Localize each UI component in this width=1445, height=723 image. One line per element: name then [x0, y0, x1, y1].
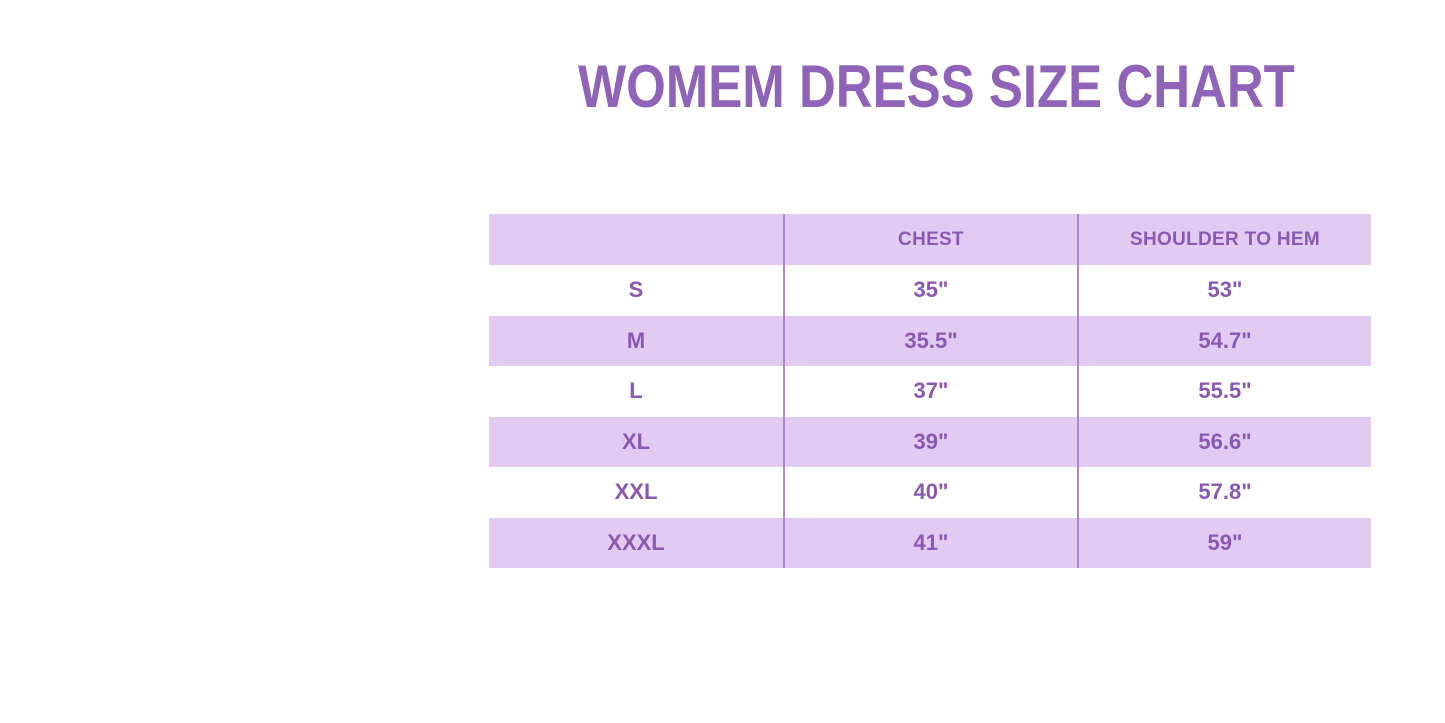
size-chart-table: CHEST SHOULDER TO HEM S 35" 53" M 35.5" …: [489, 214, 1371, 568]
table-row: M 35.5" 54.7": [489, 315, 1371, 366]
chest-cell: 41": [783, 517, 1077, 568]
chest-cell: 37": [783, 366, 1077, 417]
header-cell-chest: CHEST: [783, 214, 1077, 265]
size-cell: L: [629, 378, 643, 404]
table-row: L 37" 55.5": [489, 366, 1371, 417]
table-row: S 35" 53": [489, 265, 1371, 316]
chest-cell: 40": [783, 467, 1077, 518]
page-title: WOMEM DRESS SIZE CHART: [578, 53, 1295, 120]
table-row: XXL 40" 57.8": [489, 467, 1371, 518]
table-header-row: CHEST SHOULDER TO HEM: [489, 214, 1371, 265]
table-body: S 35" 53" M 35.5" 54.7" L 37" 55.5" XL 3…: [489, 265, 1371, 568]
chest-cell: 35.5": [783, 315, 1077, 366]
shoulder-to-hem-cell: 53": [1077, 265, 1371, 316]
shoulder-to-hem-cell: 55.5": [1077, 366, 1371, 417]
size-cell: XXL: [614, 479, 658, 505]
size-cell: M: [626, 327, 646, 353]
shoulder-to-hem-cell: 54.7": [1077, 315, 1371, 366]
table-row: XL 39" 56.6": [489, 416, 1371, 467]
shoulder-to-hem-cell: 56.6": [1077, 416, 1371, 467]
size-cell: XXXL: [607, 529, 665, 555]
chest-cell: 35": [783, 265, 1077, 316]
size-cell: XL: [621, 428, 651, 454]
shoulder-to-hem-cell: 57.8": [1077, 467, 1371, 518]
shoulder-to-hem-cell: 59": [1077, 517, 1371, 568]
header-cell-size: [489, 214, 783, 265]
header-cell-shoulder-to-hem: SHOULDER TO HEM: [1077, 214, 1371, 265]
table-row: XXXL 41" 59": [489, 517, 1371, 568]
size-cell: S: [628, 277, 644, 303]
chest-cell: 39": [783, 416, 1077, 467]
